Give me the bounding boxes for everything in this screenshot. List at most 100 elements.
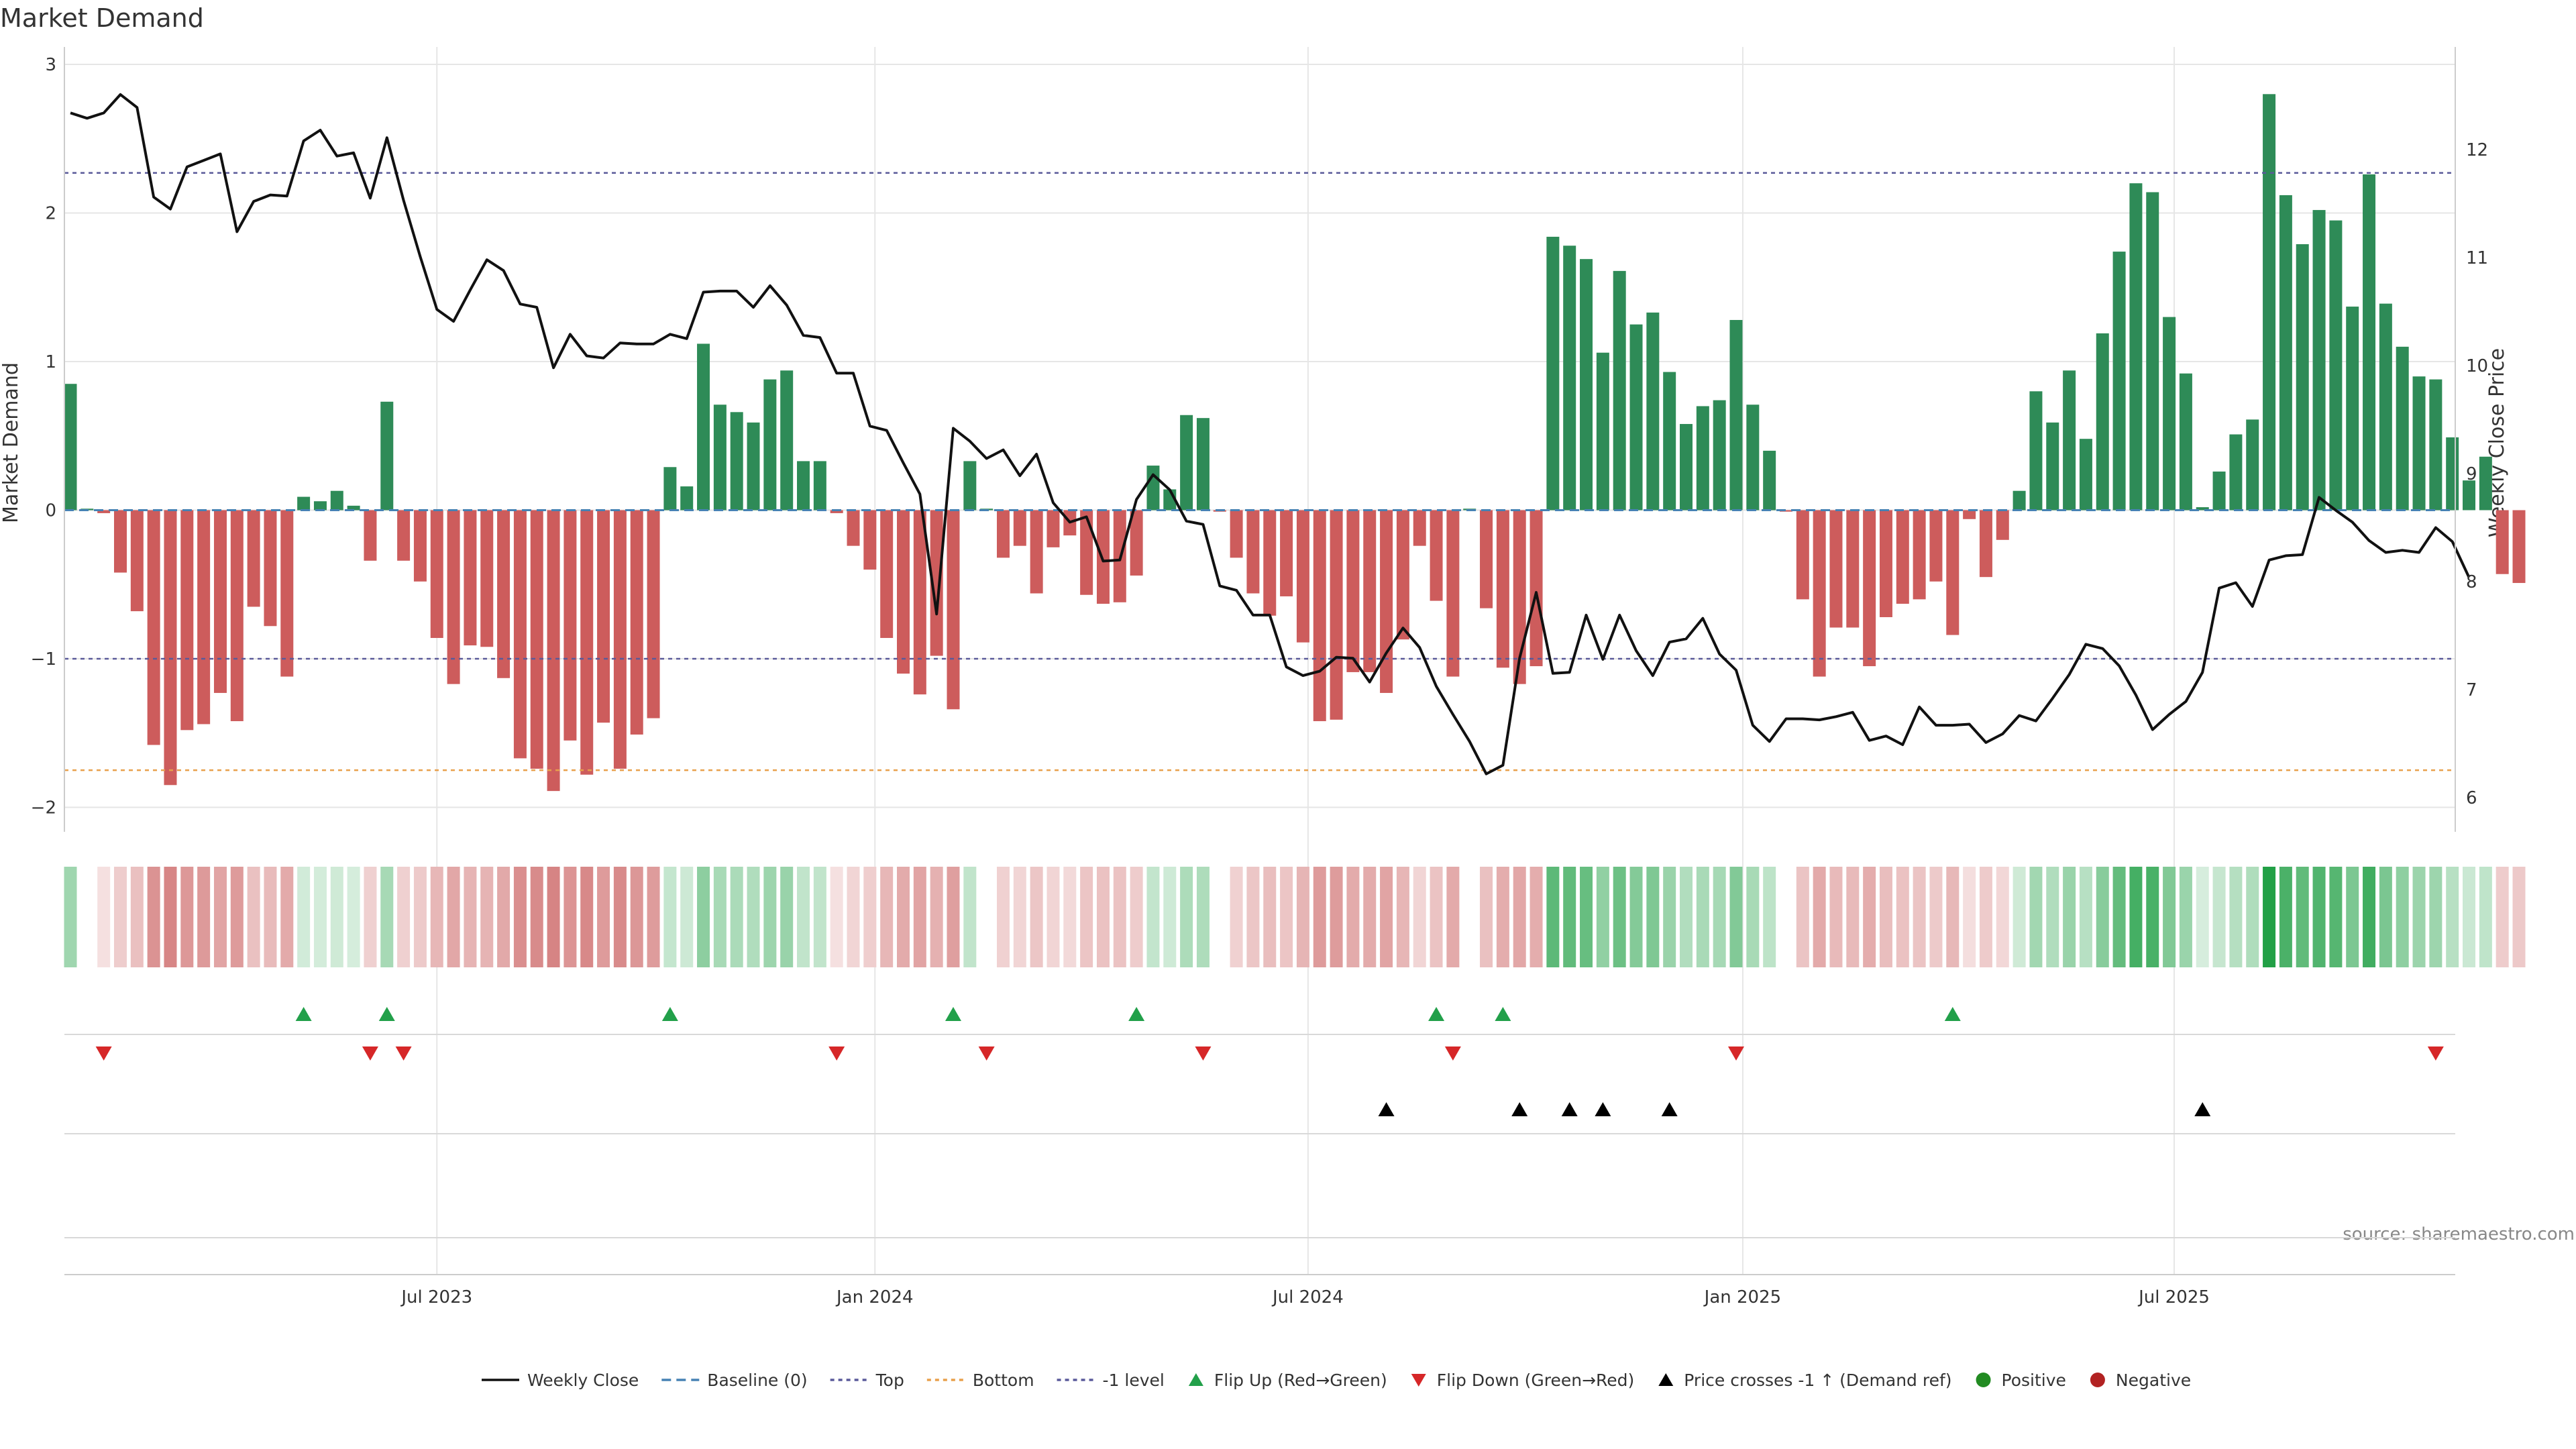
- heat-cell: [1296, 867, 1309, 967]
- heat-cell: [880, 867, 894, 967]
- demand-bar: [880, 510, 894, 638]
- flip-down-marker: [95, 1046, 112, 1061]
- legend-swatch: [1411, 1374, 1426, 1387]
- demand-bar: [1180, 415, 1193, 511]
- demand-bar: [1013, 510, 1026, 546]
- demand-bar: [2312, 210, 2326, 511]
- y2-tick-label: 8: [2466, 572, 2477, 592]
- x-tick-label: Jul 2025: [2137, 1287, 2210, 1307]
- demand-bar: [2263, 94, 2276, 511]
- flip-up-marker: [945, 1007, 961, 1021]
- demand-bar: [780, 370, 794, 511]
- demand-bar: [2046, 422, 2059, 511]
- demand-bar: [1330, 510, 1343, 720]
- demand-bar: [1280, 510, 1293, 596]
- heat-cell: [1096, 867, 1110, 967]
- heat-cell: [663, 867, 677, 967]
- demand-bar: [330, 490, 343, 511]
- heat-cell: [113, 867, 127, 967]
- demand-bar: [1696, 406, 1709, 511]
- demand-bar: [2379, 303, 2392, 511]
- demand-bar: [663, 467, 677, 511]
- heat-cell: [230, 867, 244, 967]
- flip-up-marker: [1495, 1007, 1511, 1021]
- demand-bar: [2079, 439, 2092, 511]
- heat-cell: [2129, 867, 2143, 967]
- demand-bar: [1763, 450, 1776, 511]
- demand-bar: [1196, 418, 1210, 511]
- heat-cell: [2463, 867, 2476, 967]
- demand-bar: [2463, 480, 2476, 511]
- demand-bar: [2363, 174, 2376, 511]
- heat-cell: [297, 867, 311, 967]
- demand-bar: [1413, 510, 1426, 546]
- heat-cell: [713, 867, 727, 967]
- heat-cell: [2396, 867, 2409, 967]
- heat-cell: [1929, 867, 1943, 967]
- heat-cell: [164, 867, 177, 967]
- heat-cell: [2429, 867, 2443, 967]
- demand-bar: [1729, 319, 1743, 511]
- legend-label: -1 level: [1103, 1371, 1165, 1390]
- heat-cell: [364, 867, 377, 967]
- heat-cell: [897, 867, 910, 967]
- demand-bar: [180, 510, 194, 731]
- demand-bar: [464, 510, 477, 646]
- demand-bar: [1030, 510, 1043, 594]
- heat-cell: [1763, 867, 1776, 967]
- heat-cell: [480, 867, 494, 967]
- heat-cell: [2379, 867, 2392, 967]
- price-cross-marker: [1511, 1102, 1528, 1116]
- flip-down-marker: [828, 1046, 845, 1061]
- heat-cell: [1863, 867, 1876, 967]
- weekly-close-line: [70, 93, 2471, 775]
- demand-bar: [1146, 466, 1160, 511]
- heat-cell: [347, 867, 360, 967]
- demand-bar: [1130, 510, 1143, 576]
- demand-bar: [130, 510, 144, 612]
- demand-bar: [1746, 405, 1760, 511]
- demand-bar: [380, 401, 394, 511]
- heat-cell: [1196, 867, 1210, 967]
- legend-label: Weekly Close: [527, 1371, 639, 1390]
- demand-bar: [97, 510, 111, 513]
- heat-cell: [1680, 867, 1693, 967]
- x-tick-label: Jul 2024: [1271, 1287, 1344, 1307]
- demand-bar: [2179, 373, 2192, 511]
- demand-bar: [64, 384, 77, 511]
- demand-bar: [1596, 352, 1609, 511]
- demand-bar: [1529, 510, 1543, 667]
- heat-cell: [1063, 867, 1077, 967]
- demand-bar: [230, 510, 244, 722]
- demand-bar: [1480, 510, 1493, 608]
- y-tick-label: 1: [45, 352, 56, 372]
- heat-cell: [2329, 867, 2343, 967]
- demand-bar: [2279, 195, 2292, 511]
- heat-cell: [1696, 867, 1709, 967]
- demand-bar: [1813, 510, 1826, 677]
- demand-bar: [730, 412, 743, 511]
- flip-down-marker: [978, 1046, 995, 1061]
- heat-cell: [1546, 867, 1560, 967]
- y2-tick-label: 9: [2466, 464, 2477, 484]
- demand-bar: [2429, 379, 2443, 511]
- demand-bar: [1580, 259, 1593, 511]
- heat-cell: [813, 867, 826, 967]
- demand-bar: [280, 510, 294, 677]
- flip-down-marker: [1444, 1046, 1461, 1061]
- demand-bar: [2329, 220, 2343, 511]
- heat-cell: [413, 867, 427, 967]
- demand-bar: [963, 461, 977, 511]
- heat-cell: [1629, 867, 1643, 967]
- heat-cell: [2229, 867, 2243, 967]
- demand-bar: [897, 510, 910, 674]
- heat-cell: [497, 867, 511, 967]
- heat-cell: [1963, 867, 1976, 967]
- heat-cell: [996, 867, 1010, 967]
- heat-cell: [1430, 867, 1443, 967]
- heat-cell: [2046, 867, 2059, 967]
- demand-bar: [1296, 510, 1309, 643]
- heat-cell: [630, 867, 643, 967]
- demand-bar: [1829, 510, 1843, 628]
- legend-label: Baseline (0): [707, 1371, 807, 1390]
